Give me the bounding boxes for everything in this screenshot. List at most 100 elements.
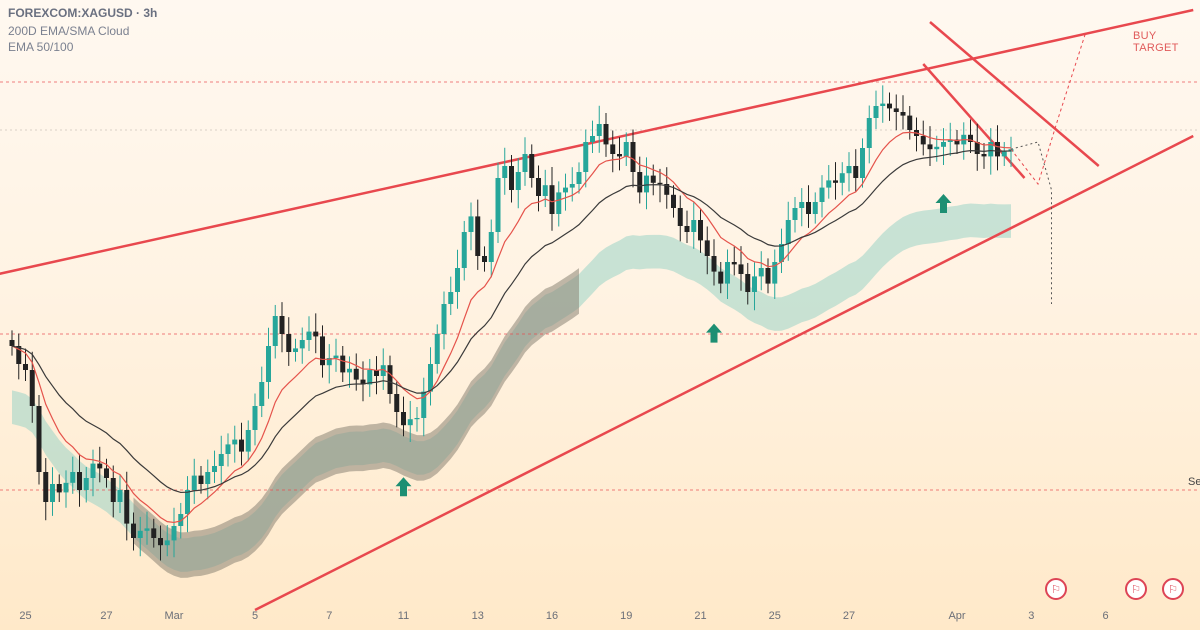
candle-body [286,334,292,352]
candle-body [677,208,683,226]
x-tick-label: 7 [326,610,333,622]
candle-body [542,185,548,196]
candle-body [320,336,325,366]
candle-body [347,368,352,373]
candle-body [131,523,136,538]
candle-body [866,118,872,148]
candle-body [299,340,305,349]
candle-body [124,490,130,524]
candle-body [144,528,150,531]
us-flag-icon[interactable]: ⚐ [1162,578,1184,600]
candle-body [191,475,197,490]
candle-body [718,271,724,284]
candle-body [9,340,15,346]
projection-bullish [1010,33,1086,186]
candle-body [16,346,22,364]
indicator-cloud-label: 200D EMA/SMA Cloud [8,24,130,38]
candle-body [502,166,508,178]
candle-body [974,142,980,154]
candle-body [529,154,535,178]
candle-body [468,216,474,232]
candle-body [293,348,298,352]
candle-body [920,136,926,145]
candle-body [29,370,35,406]
support-arrow-icon [935,194,952,213]
candle-body [637,172,643,193]
candle-body [623,142,629,157]
candle-body [212,466,217,472]
candle-body [900,112,906,116]
candle-body [414,418,420,420]
candle-body [704,240,710,256]
candle-body [387,365,393,394]
candle-body [475,216,481,256]
us-flag-icon[interactable]: ⚐ [1045,578,1067,600]
candle-body [401,412,406,426]
x-tick-label: 13 [471,610,484,622]
candle-body [610,144,616,154]
candle-body [36,406,42,472]
candle-body [23,364,28,370]
candle-body [353,368,359,380]
candle-body [185,490,190,514]
candle-body [158,538,163,546]
candle-body [603,124,609,145]
indicator-ema-label: EMA 50/100 [8,40,74,54]
us-flag-icon[interactable]: ⚐ [1125,578,1147,600]
candle-body [765,268,771,284]
right-partial-label: Se [1188,476,1200,488]
candle-body [644,175,649,193]
candle-body [772,262,778,284]
candle-body [569,184,575,188]
ema-sma-cloud [12,203,1011,572]
candle-body [576,172,582,184]
candle-body [232,439,238,445]
candle-body [407,419,413,426]
candle-body [907,115,913,130]
x-tick-label: 5 [251,610,259,622]
candle-body [617,154,622,157]
candle-body [367,370,373,385]
candle-body [360,379,366,385]
candle-body [333,355,339,358]
candle-body [225,444,231,454]
candle-body [374,370,379,376]
candle-body [988,142,994,157]
candle-body [887,103,892,109]
candle-body [428,364,433,392]
x-tick-label: 16 [545,610,559,622]
candle-body [725,262,730,284]
candle-body [90,463,96,478]
candle-body [738,264,744,274]
candle-body [981,154,987,157]
candle-body [671,194,676,208]
candle-body [596,124,602,136]
candle-body [461,232,467,268]
candle-body [171,526,177,541]
candle-body [819,187,825,202]
candle-body [509,166,514,190]
candle-body [97,463,103,469]
candle-body [873,106,879,118]
candle-body [731,262,737,265]
candle-body [394,394,400,412]
candle-body [947,139,953,142]
x-tick-label: Apr [948,610,966,622]
candle-body [104,468,109,478]
candle-body [50,484,55,502]
x-tick-label: 25 [768,610,781,622]
candle-body [893,108,899,112]
candle-body [839,173,845,183]
wedge-upper-line [929,21,1100,167]
candle-body [583,142,589,172]
upper-trendline [0,8,1194,275]
ema-50-line [11,131,1012,524]
candle-body [117,490,123,502]
candle-body [711,256,717,272]
candle-body [549,185,555,214]
candle-body [205,472,211,484]
support-arrow-icon [706,323,722,343]
candle-body [110,478,116,502]
symbol-title: FOREXCOM:XAGUSD · 3h [8,6,158,20]
